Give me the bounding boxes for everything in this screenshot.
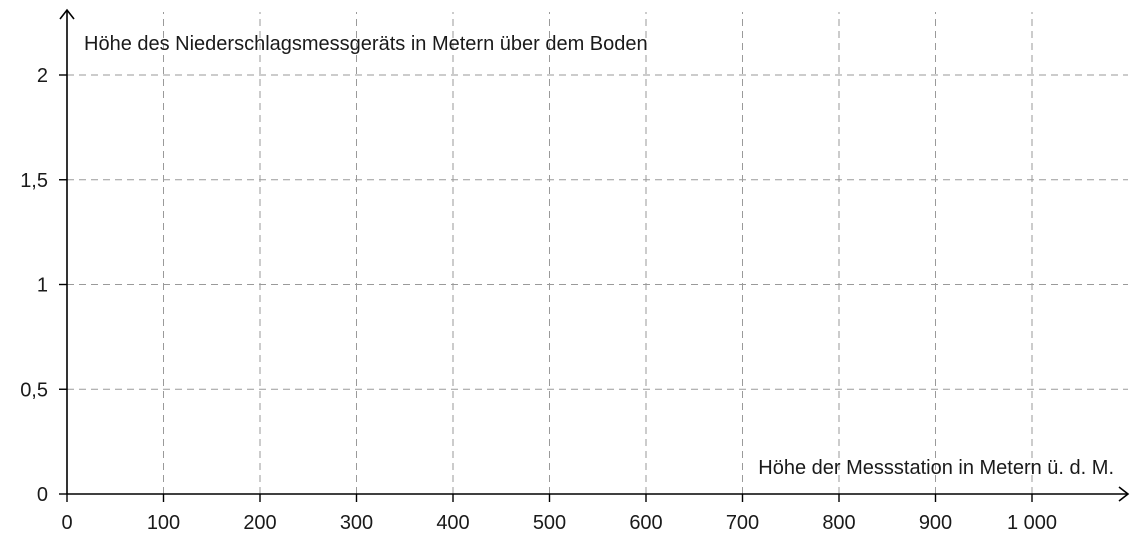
x-axis-title: Höhe der Messstation in Metern ü. d. M. (758, 457, 1114, 479)
y-tick-label: 0 (37, 484, 48, 506)
x-tick-label: 300 (340, 512, 373, 534)
x-tick-label: 500 (533, 512, 566, 534)
grid-layer (67, 12, 1128, 494)
y-tick-label: 2 (37, 65, 48, 87)
x-tick-label: 600 (629, 512, 662, 534)
x-tick-label: 400 (436, 512, 469, 534)
y-axis-arrow-icon (59, 8, 75, 20)
tick-layer: 0 100 200 300 400 500 600 700 800 900 1 000 0 0,5 1 1,… (20, 65, 1057, 534)
x-tick-label: 0 (61, 512, 72, 534)
x-axis-arrow-icon (1118, 486, 1130, 502)
x-tick-label: 1 000 (1007, 512, 1057, 534)
y-axis-title: Höhe des Niederschlagsmessgeräts in Mete… (84, 33, 648, 55)
x-tick-label: 100 (147, 512, 180, 534)
x-tick-label: 800 (822, 512, 855, 534)
y-tick-label: 0,5 (20, 379, 48, 401)
axis-layer (59, 8, 1130, 502)
x-tick-label: 700 (726, 512, 759, 534)
y-tick-label: 1 (37, 275, 48, 297)
x-tick-label: 900 (919, 512, 952, 534)
x-tick-label: 200 (243, 512, 276, 534)
y-tick-label: 1,5 (20, 170, 48, 192)
